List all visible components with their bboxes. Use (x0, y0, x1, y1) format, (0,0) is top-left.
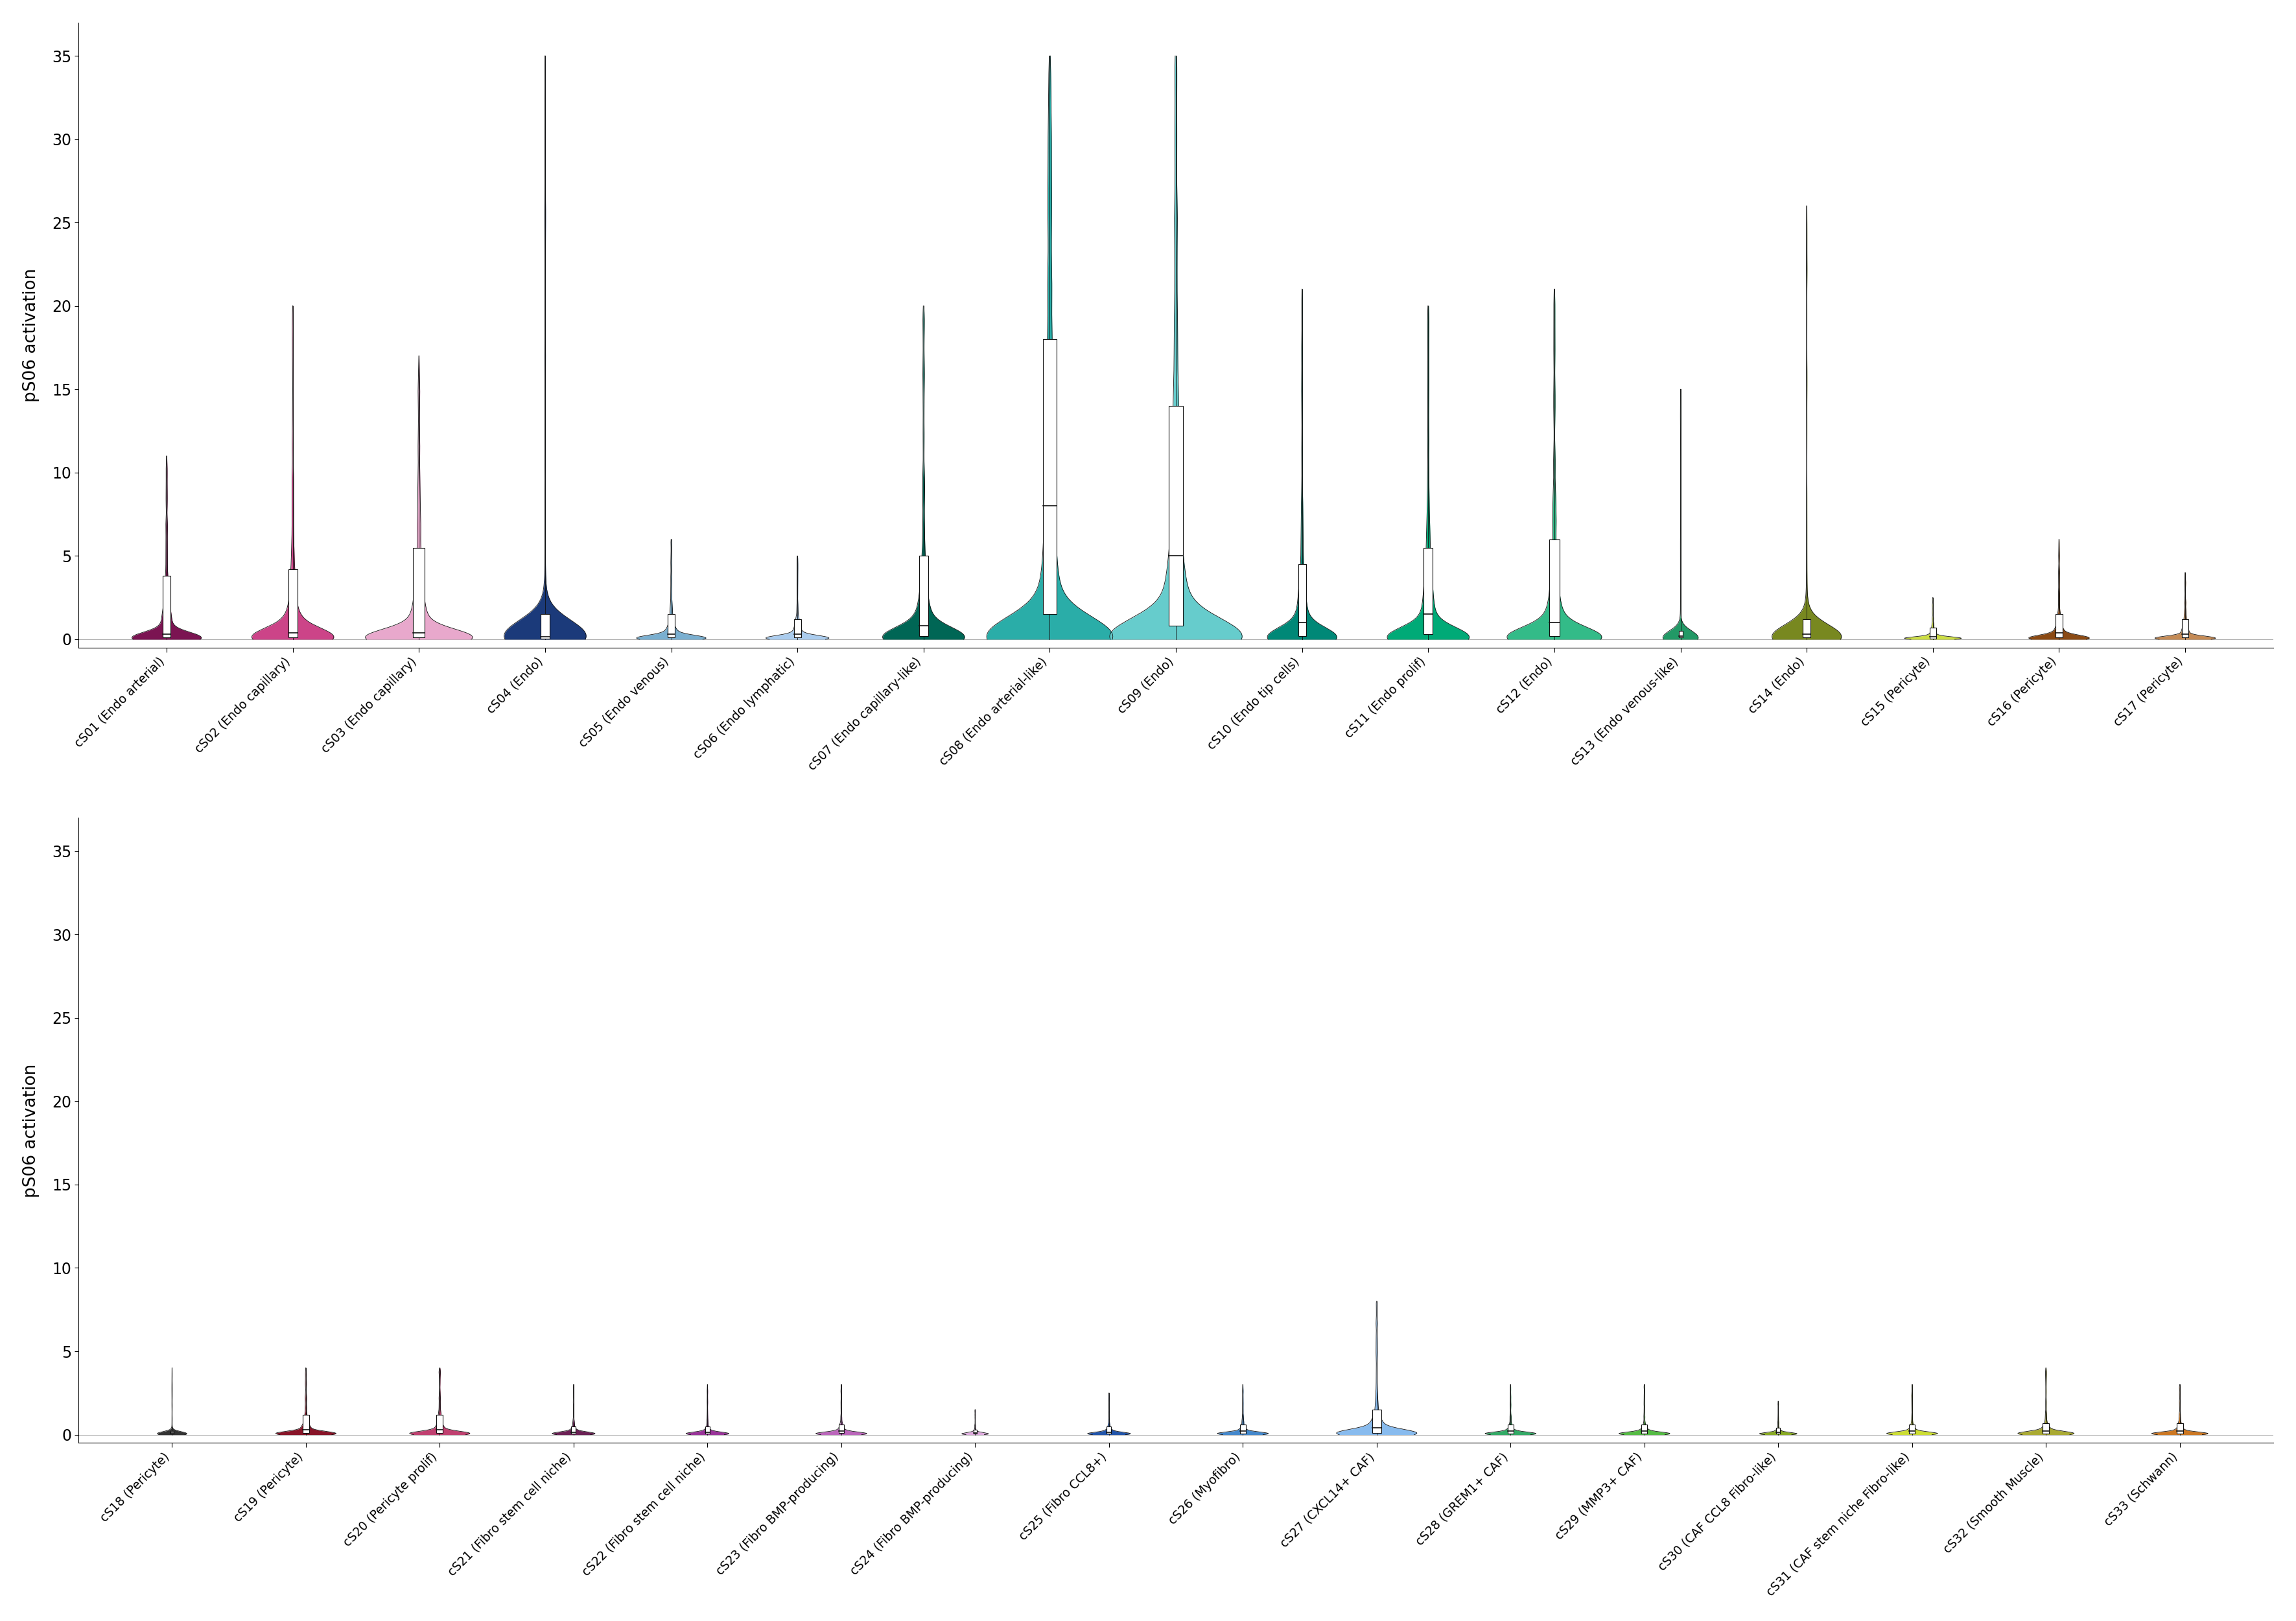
Bar (413, 548, 425, 637)
Bar (1042, 339, 1056, 614)
Bar (2181, 619, 2188, 637)
Bar (572, 1426, 576, 1435)
Bar (1240, 1425, 1247, 1435)
Bar (1802, 619, 1812, 637)
Bar (1777, 1428, 1779, 1435)
Bar (163, 575, 170, 637)
Bar (1642, 1425, 1646, 1435)
Y-axis label: pS06 activation: pS06 activation (23, 1063, 39, 1198)
Bar (1550, 540, 1559, 635)
Bar (1107, 1426, 1111, 1435)
Bar (2043, 1423, 2048, 1435)
Bar (794, 619, 801, 637)
Bar (705, 1426, 709, 1435)
Bar (1373, 1410, 1382, 1433)
Bar (303, 1415, 310, 1433)
Bar (170, 1431, 174, 1435)
Bar (1169, 405, 1182, 626)
Bar (2055, 614, 2062, 637)
Bar (918, 556, 928, 635)
Bar (1910, 1425, 1915, 1435)
Bar (838, 1425, 845, 1433)
Bar (668, 614, 675, 637)
Bar (974, 1430, 976, 1435)
Bar (540, 614, 549, 639)
Bar (1508, 1425, 1513, 1435)
Y-axis label: pS06 activation: pS06 activation (23, 267, 39, 402)
Bar (2177, 1423, 2183, 1435)
Bar (1424, 548, 1433, 634)
Bar (1929, 627, 1936, 639)
Bar (436, 1415, 443, 1433)
Bar (289, 569, 296, 637)
Bar (1297, 564, 1306, 635)
Bar (1678, 631, 1683, 637)
